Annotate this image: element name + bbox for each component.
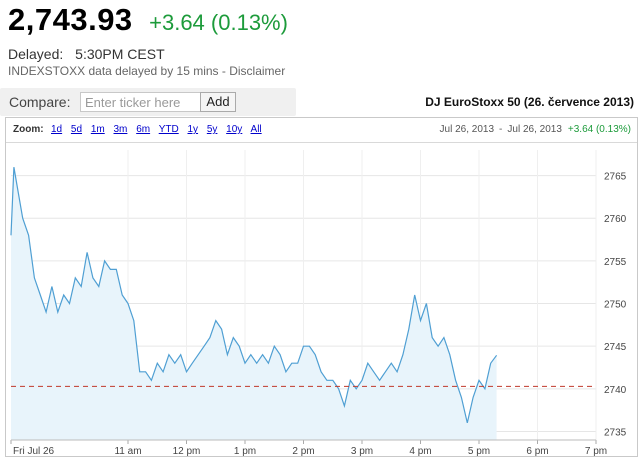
x-tick-label: 11 am <box>114 446 141 456</box>
zoom-1m-link[interactable]: 1m <box>90 124 105 135</box>
x-tick-label: 3 pm <box>351 446 373 456</box>
y-tick-label: 2755 <box>604 257 627 268</box>
x-tick-label: 4 pm <box>409 446 431 456</box>
zoom-1d-link[interactable]: 1d <box>51 124 63 135</box>
y-tick-label: 2750 <box>604 300 627 311</box>
x-tick-label: 7 pm <box>585 446 607 456</box>
price-area <box>11 167 497 440</box>
chart-frame: Zoom: 1d 5d 1m 3m 6m YTD 1y 5y 10y All J… <box>5 117 638 457</box>
x-tick-label: 5 pm <box>468 446 490 456</box>
zoom-label: Zoom: <box>13 124 44 135</box>
zoom-5d-link[interactable]: 5d <box>70 124 83 135</box>
range-separator: - <box>499 124 503 135</box>
y-tick-label: 2745 <box>604 342 627 353</box>
price-line <box>10 166 498 424</box>
zoom-ytd-link[interactable]: YTD <box>158 124 179 135</box>
data-source-note: INDEXSTOXX data delayed by 15 mins - Dis… <box>8 64 286 78</box>
range-start: Jul 26, 2013 <box>439 124 495 135</box>
compare-label: Compare: <box>9 94 71 110</box>
y-tick-label: 2765 <box>604 172 627 183</box>
zoom-10y-link[interactable]: 10y <box>226 124 243 135</box>
index-price: 2,743.93 <box>8 2 133 37</box>
x-tick-label: 1 pm <box>234 446 256 456</box>
zoom-6m-link[interactable]: 6m <box>136 124 151 135</box>
zoom-all-link[interactable]: All <box>250 124 262 135</box>
chart-title: DJ EuroStoxx 50 (26. července 2013) <box>425 95 634 109</box>
zoom-1y-link[interactable]: 1y <box>187 124 199 135</box>
zoom-options: 1d 5d 1m 3m 6m YTD 1y 5y 10y All <box>51 124 268 135</box>
zoom-3m-link[interactable]: 3m <box>113 124 128 135</box>
x-tick-label: 12 pm <box>173 446 201 456</box>
x-tick-label: Fri Jul 26 <box>13 446 55 456</box>
add-ticker-button[interactable]: Add <box>200 92 236 112</box>
y-tick-label: 2740 <box>604 385 627 396</box>
chart-toolbar: Zoom: 1d 5d 1m 3m 6m YTD 1y 5y 10y All J… <box>6 118 637 143</box>
zoom-5y-link[interactable]: 5y <box>206 124 218 135</box>
price-change: +3.64 (0.13%) <box>149 10 288 35</box>
range-end: Jul 26, 2013 <box>507 124 562 135</box>
x-tick-label: 6 pm <box>526 446 548 456</box>
date-range: Jul 26, 2013- Jul 26, 2013 +3.64 (0.13%) <box>440 124 631 135</box>
range-change: +3.64 (0.13%) <box>567 124 631 135</box>
delayed-info: Delayed: 5:30PM CEST <box>8 46 165 62</box>
y-tick-label: 2760 <box>604 214 627 225</box>
ticker-input[interactable] <box>80 92 202 112</box>
y-tick-label: 2735 <box>604 427 627 438</box>
delayed-time: 5:30PM CEST <box>75 46 165 62</box>
quote-line: 2,743.93 +3.64 (0.13%) <box>8 2 288 38</box>
price-chart[interactable]: 2765 2760 2755 2750 2745 2740 2735 Fri Jul 26 11… <box>6 118 637 456</box>
compare-bar: Compare: Add <box>0 88 296 116</box>
delayed-label: Delayed: <box>8 46 64 62</box>
x-tick-label: 2 pm <box>292 446 314 456</box>
